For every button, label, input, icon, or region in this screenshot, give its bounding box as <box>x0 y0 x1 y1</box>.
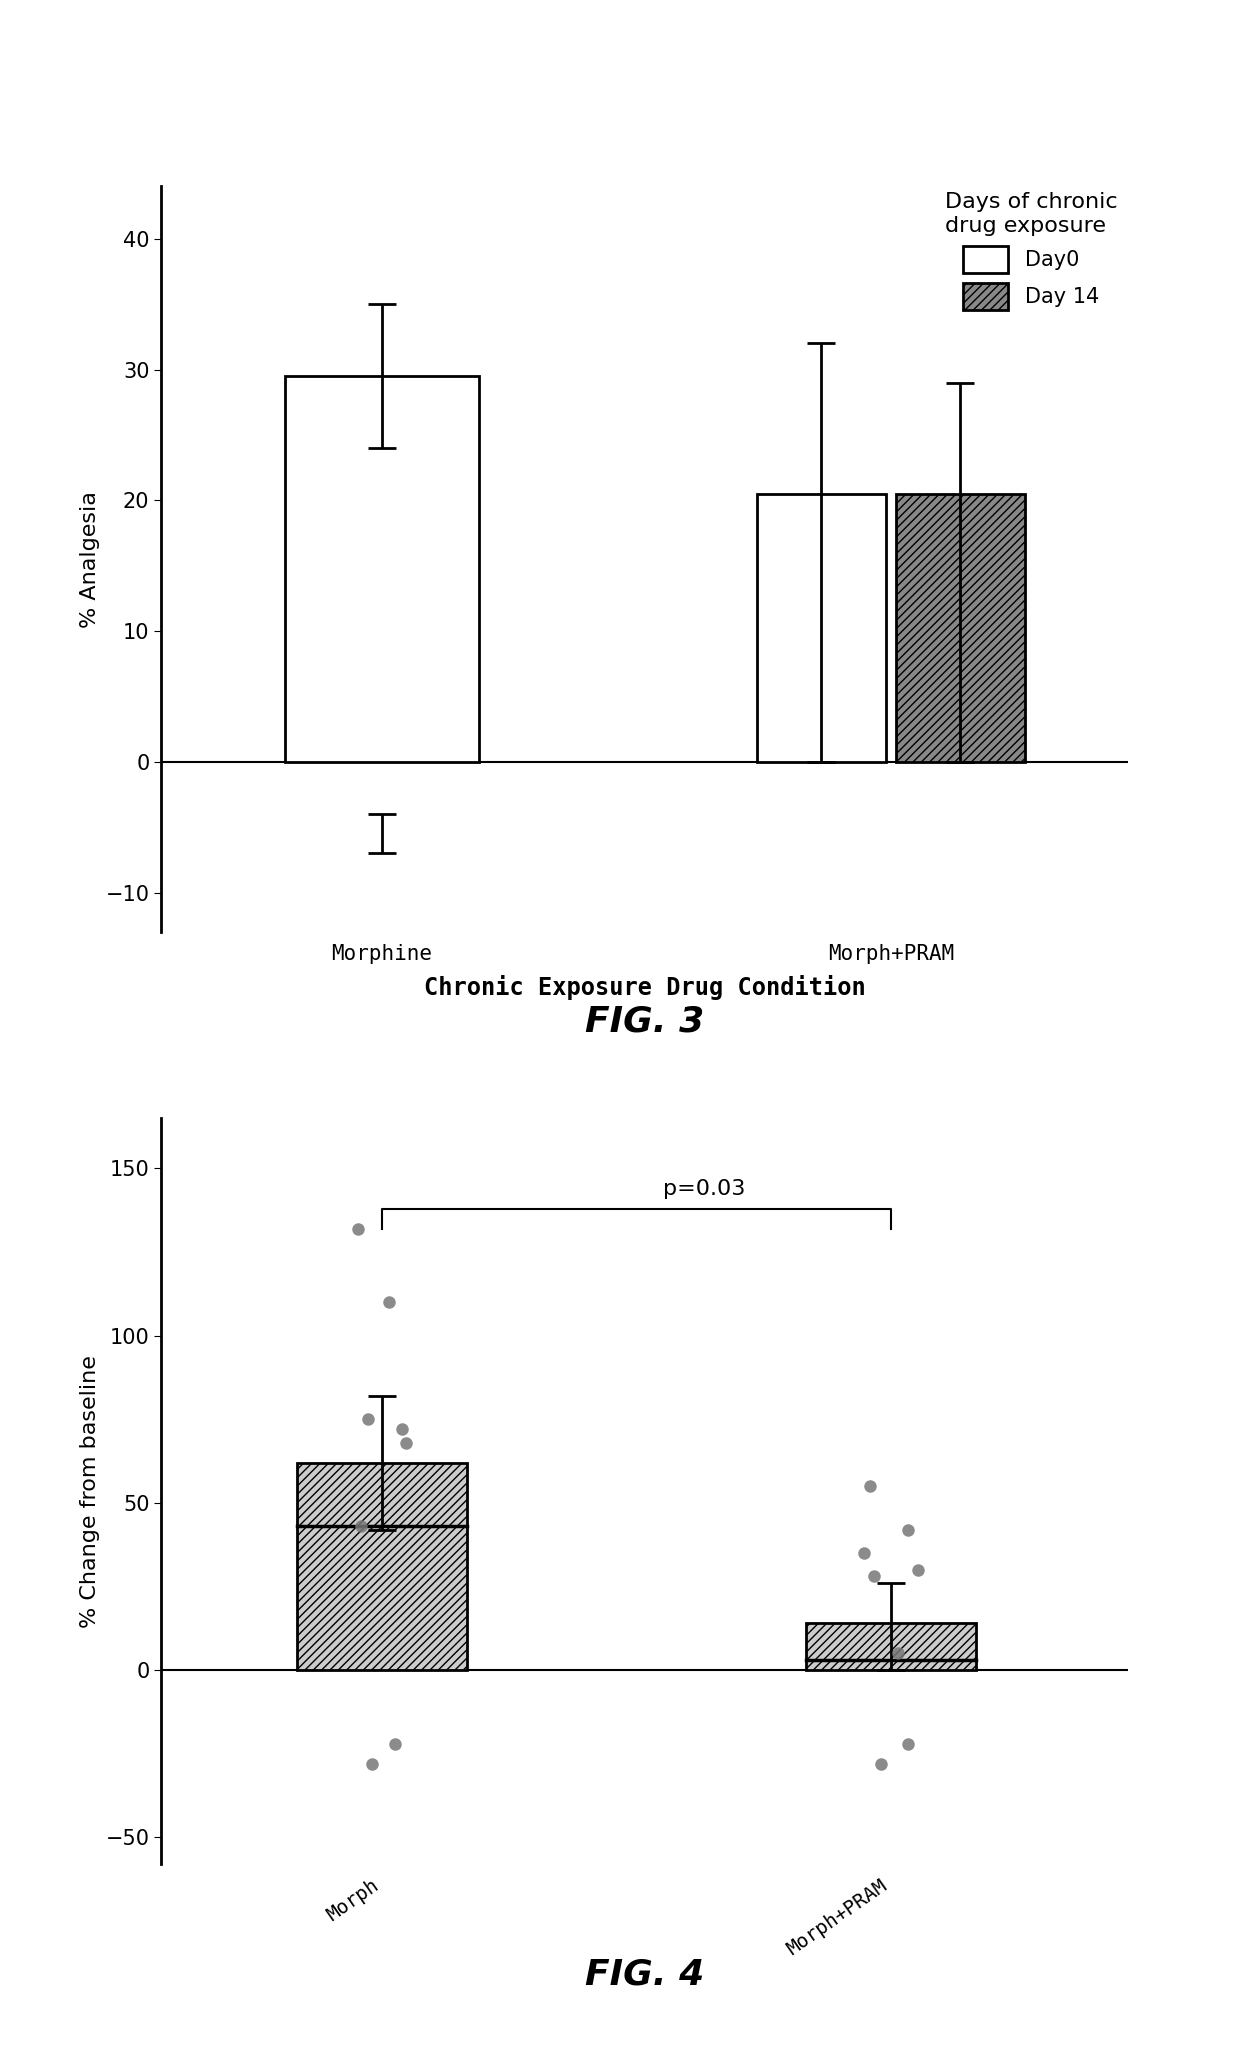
Text: FIG. 3: FIG. 3 <box>585 1004 704 1038</box>
Y-axis label: % Analgesia: % Analgesia <box>79 491 100 628</box>
Bar <box>285 377 479 762</box>
Y-axis label: % Change from baseline: % Change from baseline <box>79 1354 100 1628</box>
Bar <box>897 493 1025 762</box>
Bar <box>756 493 885 762</box>
Text: p=0.03: p=0.03 <box>663 1178 745 1199</box>
Bar <box>806 1624 976 1669</box>
Text: FIG. 4: FIG. 4 <box>585 1957 704 1990</box>
Legend: Day0, Day 14: Day0, Day 14 <box>934 182 1127 321</box>
Bar <box>296 1462 466 1669</box>
X-axis label: Chronic Exposure Drug Condition: Chronic Exposure Drug Condition <box>424 975 866 1000</box>
